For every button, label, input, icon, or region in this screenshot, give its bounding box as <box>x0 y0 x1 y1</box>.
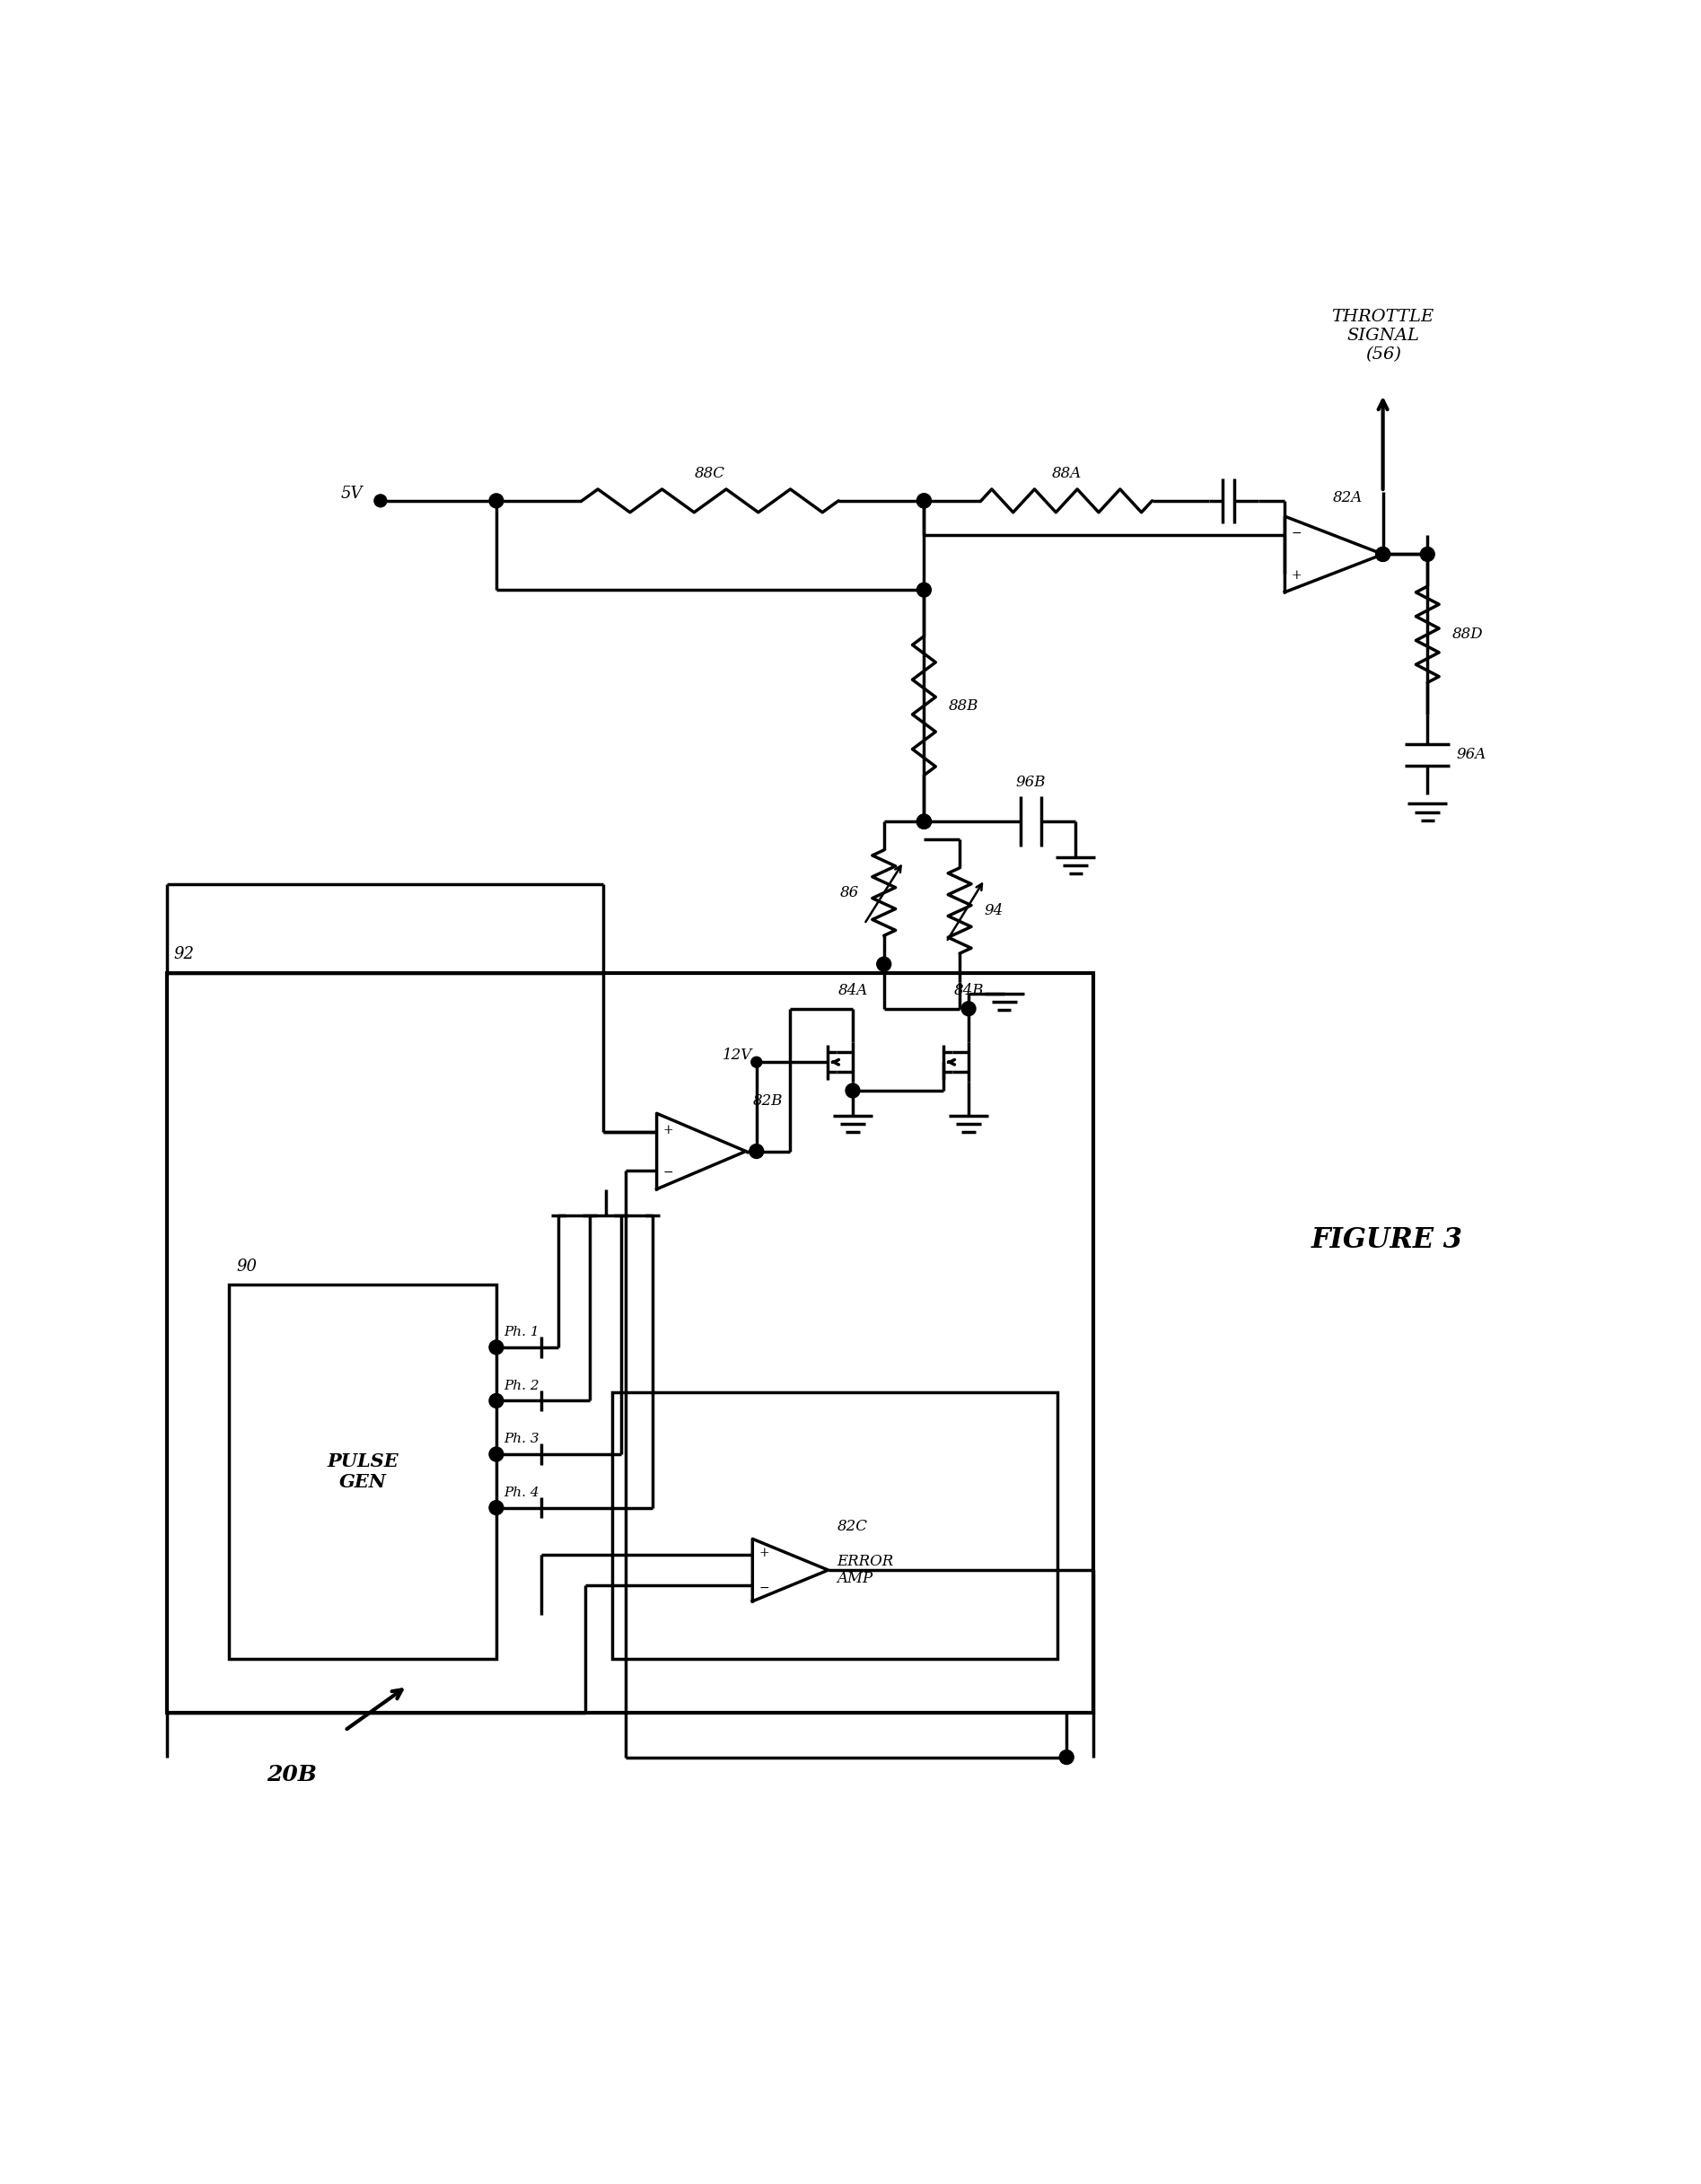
Text: THROTTLE
SIGNAL
(56): THROTTLE SIGNAL (56) <box>1332 310 1434 363</box>
Circle shape <box>917 494 930 509</box>
Circle shape <box>490 1341 503 1354</box>
Circle shape <box>917 815 930 828</box>
Circle shape <box>752 1057 762 1068</box>
Text: PULSE
GEN: PULSE GEN <box>327 1452 398 1492</box>
Text: 82B: 82B <box>754 1094 782 1109</box>
Text: 88C: 88C <box>696 465 725 480</box>
Text: 96A: 96A <box>1456 747 1485 762</box>
Text: 88D: 88D <box>1453 627 1483 642</box>
Circle shape <box>490 1393 503 1409</box>
Bar <box>612 1391 1058 1660</box>
Text: 82A: 82A <box>1332 491 1363 507</box>
Text: FIGURE 3: FIGURE 3 <box>1311 1227 1463 1254</box>
Circle shape <box>917 494 930 509</box>
Text: −: − <box>663 1166 674 1177</box>
Text: 84B: 84B <box>954 983 983 998</box>
Text: Ph. 2: Ph. 2 <box>503 1380 539 1391</box>
Text: 92: 92 <box>174 946 194 963</box>
Text: 90: 90 <box>236 1258 257 1273</box>
Circle shape <box>1376 548 1390 561</box>
Circle shape <box>917 583 930 596</box>
Circle shape <box>845 1083 861 1099</box>
Text: Ph. 4: Ph. 4 <box>503 1485 539 1498</box>
Circle shape <box>490 494 503 509</box>
Text: 84A: 84A <box>839 983 868 998</box>
Circle shape <box>1376 548 1390 561</box>
Text: Ph. 1: Ph. 1 <box>503 1326 539 1339</box>
Text: −: − <box>1291 526 1301 539</box>
Text: 12V: 12V <box>723 1048 752 1064</box>
Text: ERROR
AMP: ERROR AMP <box>837 1553 895 1586</box>
Text: 82C: 82C <box>837 1520 868 1535</box>
Circle shape <box>490 1500 503 1516</box>
Text: 20B: 20B <box>267 1765 316 1787</box>
Text: +: + <box>759 1546 769 1559</box>
Circle shape <box>876 957 891 972</box>
Circle shape <box>961 1002 976 1016</box>
Circle shape <box>374 494 386 507</box>
Circle shape <box>917 815 930 828</box>
Circle shape <box>490 1448 503 1461</box>
Text: 96B: 96B <box>1015 775 1046 791</box>
Text: −: − <box>759 1581 769 1594</box>
Text: +: + <box>1291 568 1301 581</box>
Bar <box>167 974 1094 1712</box>
Text: 86: 86 <box>840 885 859 900</box>
Bar <box>230 1284 497 1660</box>
Text: 88B: 88B <box>949 699 980 714</box>
Text: +: + <box>663 1125 674 1138</box>
Circle shape <box>917 815 930 828</box>
Circle shape <box>750 1144 764 1158</box>
Circle shape <box>1060 1749 1073 1765</box>
Text: 88A: 88A <box>1051 465 1082 480</box>
Circle shape <box>1420 548 1434 561</box>
Text: 94: 94 <box>985 902 1004 917</box>
Text: Ph. 3: Ph. 3 <box>503 1433 539 1446</box>
Text: 5V: 5V <box>340 485 362 502</box>
